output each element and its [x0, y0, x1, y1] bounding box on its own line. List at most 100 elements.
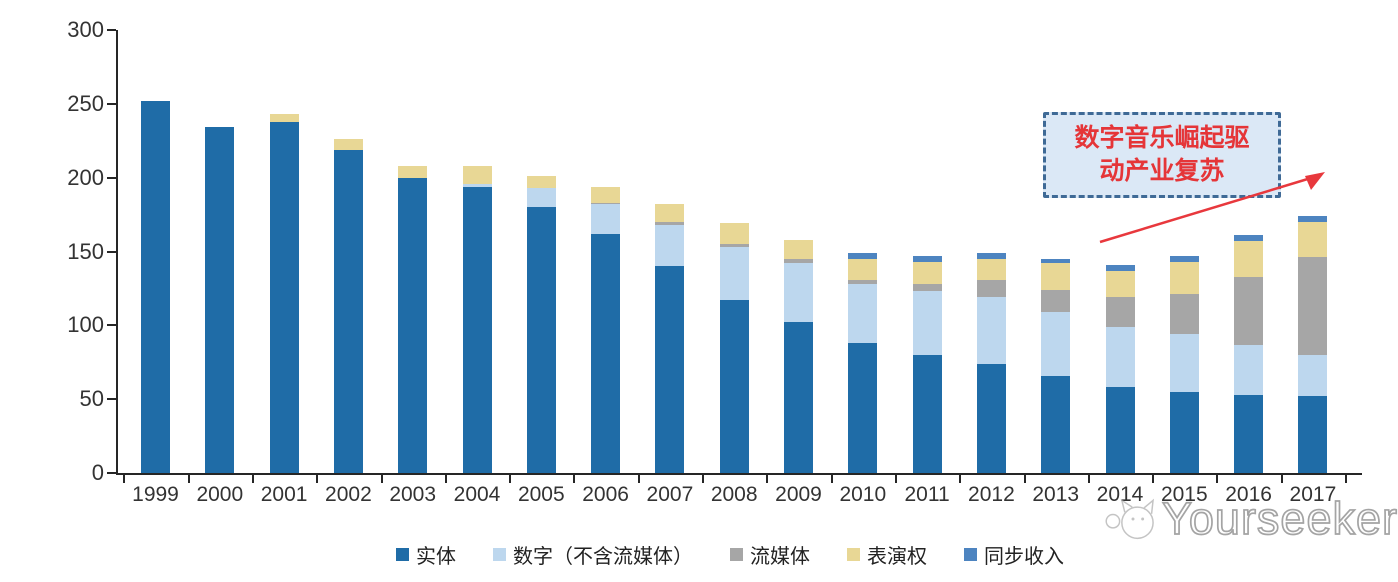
legend-item-physical: 实体 [396, 540, 456, 569]
bar-segment-2017-digital-ex-streaming [1298, 354, 1328, 397]
bar-segment-2013-physical [1041, 375, 1071, 473]
bar-segment-2013-streaming [1041, 289, 1071, 313]
bar-segment-2007-performance-rights [655, 204, 685, 222]
bar-segment-2014-streaming [1105, 297, 1135, 327]
y-axis-tick-label: 200 [67, 164, 104, 190]
bar-segment-2012-streaming [976, 279, 1006, 298]
y-axis-tick [107, 250, 116, 253]
bar-segment-2011-sync-revenue [912, 255, 942, 262]
annotation-line-1: 数字音乐崛起驱 [1074, 125, 1250, 152]
y-axis-tick-label: 300 [67, 17, 104, 42]
x-axis-label: 2009 [775, 483, 822, 506]
bar-segment-2006-streaming [591, 202, 621, 205]
bar-segment-2004-physical [462, 186, 492, 473]
x-axis-label: 2010 [839, 483, 887, 506]
y-axis-tick-label: 100 [67, 312, 104, 338]
bar-segment-2012-digital-ex-streaming [976, 297, 1006, 364]
bar-segment-2001-physical [269, 121, 299, 473]
bar-segment-2015-physical [1169, 391, 1199, 473]
annotation-line-2: 动产业复苏 [1099, 158, 1225, 185]
x-axis-label: 2012 [968, 483, 1015, 506]
legend-item-sync-revenue: 同步收入 [964, 540, 1064, 569]
y-axis-tick [107, 398, 116, 401]
x-axis-tick [573, 475, 576, 483]
x-axis-label: 2003 [389, 483, 437, 506]
bar-segment-2012-sync-revenue [976, 252, 1006, 259]
legend-item-digital-ex-streaming: 数字（不含流媒体） [493, 540, 693, 569]
bar-segment-2011-digital-ex-streaming [912, 291, 942, 355]
bar-segment-2012-physical [976, 363, 1006, 473]
annotation-callout: 数字音乐崛起驱 动产业复苏 [1043, 112, 1281, 198]
x-axis-tick [187, 475, 190, 483]
y-axis-line [116, 30, 118, 475]
bar-segment-2016-physical [1234, 394, 1264, 473]
bar-segment-2007-digital-ex-streaming [655, 224, 685, 267]
bar-segment-2014-digital-ex-streaming [1105, 326, 1135, 388]
bar-segment-2016-streaming [1234, 276, 1264, 345]
bar-segment-2008-streaming [719, 244, 749, 248]
x-axis-tick [766, 475, 769, 483]
bar-segment-2014-sync-revenue [1105, 264, 1135, 271]
bar-segment-2005-performance-rights [526, 176, 556, 188]
bar-segment-2017-performance-rights [1298, 221, 1328, 258]
x-axis-line [116, 473, 1362, 475]
x-axis-tick [123, 475, 126, 483]
bar-segment-2003-performance-rights [398, 165, 428, 178]
watermark-text: Yourseeker [1161, 492, 1398, 545]
x-axis-tick [509, 475, 512, 483]
legend-swatch-streaming [730, 547, 743, 561]
bar-segment-2016-digital-ex-streaming [1234, 344, 1264, 395]
bar-segment-2008-performance-rights [719, 223, 749, 245]
legend-item-performance-rights: 表演权 [847, 540, 927, 569]
bar-segment-2009-streaming [784, 258, 813, 264]
bar-segment-2002-physical [333, 149, 363, 473]
x-axis-label: 2017 [1289, 483, 1337, 506]
x-axis-label: 2006 [582, 483, 629, 506]
x-axis-tick [1152, 475, 1155, 483]
x-axis-label: 2008 [710, 483, 758, 506]
bar-segment-2009-performance-rights [784, 239, 813, 259]
x-axis-tick [1087, 475, 1090, 483]
bar-segment-2013-sync-revenue [1041, 258, 1071, 264]
bar-segment-2017-streaming [1298, 257, 1328, 355]
x-axis-label: 1999 [132, 483, 179, 506]
bar-segment-2010-performance-rights [848, 258, 878, 280]
cat-logo-icon [1105, 498, 1155, 540]
y-axis-tick [107, 324, 116, 327]
bar-segment-1999-physical [141, 100, 170, 473]
legend-label-physical: 实体 [416, 545, 456, 568]
bar-segment-2005-physical [526, 207, 556, 473]
x-axis-tick [959, 475, 962, 483]
bar-segment-2000-physical [205, 127, 235, 473]
x-axis-tick [1023, 475, 1026, 483]
x-axis-label: 2007 [646, 483, 694, 506]
x-axis-label: 2014 [1096, 483, 1144, 506]
bar-segment-2010-sync-revenue [848, 252, 878, 259]
legend-label-digital-ex-streaming: 数字（不含流媒体） [513, 545, 693, 568]
x-axis-label: 2000 [196, 483, 244, 506]
x-axis-tick [444, 475, 447, 483]
bar-segment-2005-digital-ex-streaming [526, 188, 556, 208]
legend-label-streaming: 流媒体 [750, 545, 810, 568]
bar-segment-2009-physical [784, 322, 813, 473]
bar-segment-2016-performance-rights [1234, 241, 1264, 277]
bar-segment-2008-digital-ex-streaming [719, 247, 749, 301]
legend-swatch-performance-rights [847, 547, 860, 561]
bar-segment-2010-streaming [848, 279, 878, 284]
x-axis-tick [1216, 475, 1219, 483]
bar-segment-2015-streaming [1169, 294, 1199, 335]
x-axis-tick [316, 475, 319, 483]
watermark: Yourseeker [1104, 486, 1398, 552]
bar-segment-2016-sync-revenue [1234, 235, 1264, 242]
bar-segment-2015-performance-rights [1169, 261, 1199, 295]
y-axis-tick-label: 150 [67, 238, 104, 264]
legend-swatch-digital-ex-streaming [493, 547, 506, 561]
bar-segment-2008-physical [719, 300, 749, 473]
x-axis-tick [637, 475, 640, 483]
bar-segment-2015-digital-ex-streaming [1169, 334, 1199, 392]
bar-segment-2014-physical [1105, 387, 1135, 473]
y-axis-tick [107, 176, 116, 179]
bar-segment-2011-performance-rights [912, 261, 942, 284]
x-axis-tick [830, 475, 833, 483]
